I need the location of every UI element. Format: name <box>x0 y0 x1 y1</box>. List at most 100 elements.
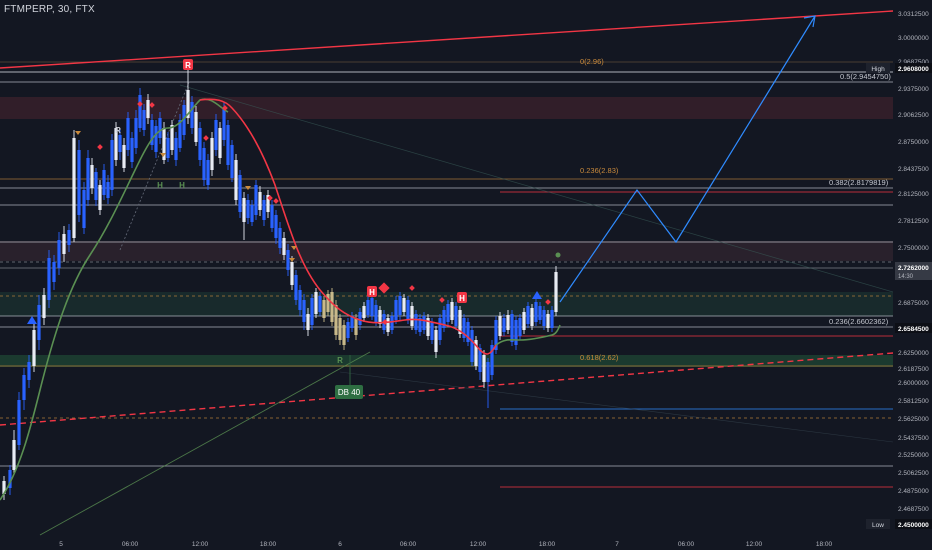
candle-body-58 <box>250 205 254 222</box>
candle-body-109 <box>454 306 458 326</box>
candle-body-77 <box>326 294 330 312</box>
candle-body-70 <box>298 290 302 310</box>
candle-body-119 <box>494 320 498 350</box>
candle-body-76 <box>322 300 326 318</box>
candle-body-101 <box>422 316 426 330</box>
candle-112 <box>466 318 470 346</box>
candle-114 <box>474 336 478 370</box>
candle-70 <box>298 285 302 316</box>
candle-body-118 <box>490 345 494 375</box>
candle-122 <box>506 310 510 334</box>
candle-73 <box>310 294 314 330</box>
price-tick-22: 2.4687500 <box>898 506 929 513</box>
candle-22 <box>106 175 110 204</box>
time-tick-11: 18:00 <box>816 541 833 548</box>
candle-body-43 <box>190 102 194 128</box>
candle-82 <box>346 318 350 342</box>
price-tick-1: 3.0000000 <box>898 35 929 42</box>
candle-71 <box>302 294 306 330</box>
price-axis: 3.0312500 3.0000000 2.9687500 2.9375000 2.90… <box>866 0 932 536</box>
candle-66 <box>282 232 286 260</box>
candle-29 <box>134 110 138 154</box>
candle-53 <box>230 140 234 182</box>
candle-body-49 <box>214 120 218 150</box>
up-triangle-right <box>532 291 542 299</box>
candle-body-25 <box>118 135 122 152</box>
candle-body-50 <box>218 128 222 158</box>
badge-bg-3 <box>895 519 932 529</box>
candle-12 <box>62 226 66 262</box>
candle-body-2 <box>12 440 16 470</box>
price-tick-20: 2.5062500 <box>898 470 929 477</box>
candle-body-116 <box>482 355 486 382</box>
candle-body-74 <box>314 292 318 314</box>
green-dot <box>555 252 561 258</box>
candle-81 <box>342 320 346 350</box>
candle-body-67 <box>286 250 290 270</box>
faint-diagonal-1 <box>179 84 894 293</box>
candle-body-122 <box>506 315 510 330</box>
candle-20 <box>98 180 102 215</box>
dotted-trendline <box>119 79 191 251</box>
signal-diamond-9 <box>439 297 445 303</box>
candle-34 <box>154 120 158 158</box>
candle-45 <box>198 122 202 166</box>
db-label-box <box>335 385 363 399</box>
candle-33 <box>150 114 154 150</box>
candle-11 <box>57 232 61 275</box>
signal-diamond-10 <box>545 299 551 305</box>
candle-74 <box>314 288 318 318</box>
candle-body-47 <box>206 160 210 185</box>
candle-body-28 <box>130 138 134 162</box>
candle-37 <box>166 132 170 162</box>
candle-body-80 <box>338 318 342 340</box>
candle-32 <box>146 94 150 124</box>
candle-99 <box>414 310 418 334</box>
candle-body-41 <box>182 105 186 135</box>
candle-body-4 <box>22 375 26 400</box>
candle-body-84 <box>354 318 358 335</box>
candle-body-117 <box>486 362 490 382</box>
down-arrow-3 <box>291 246 297 250</box>
candle-69 <box>294 270 298 305</box>
price-tick-15: 2.6000000 <box>898 380 929 387</box>
price-tick-19: 2.5250000 <box>898 452 929 459</box>
upper-resistance-trendline <box>0 10 894 69</box>
candle-92 <box>386 314 390 336</box>
candle-body-90 <box>378 310 382 324</box>
candle-50 <box>218 122 222 164</box>
candle-body-96 <box>402 298 406 312</box>
candle-body-100 <box>418 318 422 332</box>
candle-body-31 <box>142 110 146 130</box>
candle-132 <box>546 310 550 332</box>
candle-15 <box>77 140 81 222</box>
candle-body-134 <box>554 272 558 312</box>
signal-marker-label-2: H <box>157 181 163 190</box>
candle-88 <box>370 294 374 320</box>
candle-body-14 <box>72 138 76 238</box>
candle-body-45 <box>198 128 202 160</box>
candle-body-51 <box>222 108 226 140</box>
candle-98 <box>410 302 414 330</box>
fib-label-3: 0.382(2.8179819) <box>829 178 889 187</box>
candle-4 <box>22 368 26 410</box>
candle-30 <box>138 88 142 132</box>
badge-sub-1: 14:30 <box>898 274 914 280</box>
candle-body-1 <box>8 470 12 488</box>
price-tick-2: 2.9687500 <box>898 59 929 66</box>
candle-80 <box>338 314 342 345</box>
green-moving-average <box>0 98 229 501</box>
candle-26 <box>122 138 126 172</box>
candle-96 <box>402 294 406 316</box>
badge-label-3: Low <box>872 522 884 529</box>
signal-marker-label-0: R <box>185 61 191 70</box>
signal-diamond-6 <box>273 198 279 204</box>
candle-body-54 <box>234 160 238 200</box>
candle-body-64 <box>274 215 278 238</box>
candle-10 <box>52 255 56 290</box>
time-tick-9: 06:00 <box>678 541 695 548</box>
candle-body-82 <box>346 322 350 338</box>
time-tick-0: 5 <box>59 541 63 548</box>
candle-123 <box>510 310 514 346</box>
